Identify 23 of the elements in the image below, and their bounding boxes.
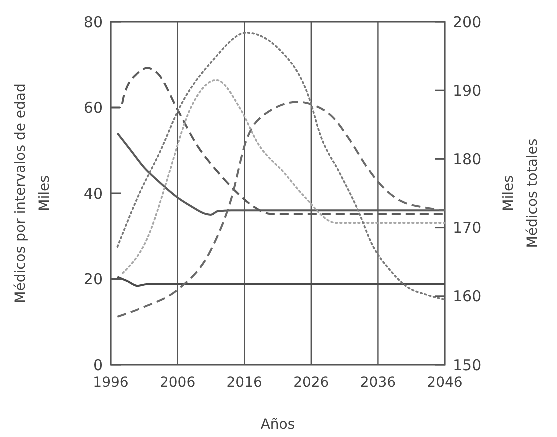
x-tick-label: 2026	[294, 375, 330, 391]
y-tick-label: 40	[84, 184, 103, 203]
y2-tick-label: 160	[453, 288, 482, 306]
line-series	[116, 32, 446, 301]
x-tick-label: 2006	[160, 375, 196, 391]
y2-tick-label: 150	[453, 356, 482, 374]
y2-tick-label: 190	[453, 82, 482, 100]
y2-tick-label: 200	[453, 13, 482, 32]
line-series	[122, 79, 446, 274]
x-tick-label: 2036	[360, 375, 396, 391]
x-tick-label: 1996	[93, 375, 129, 391]
y-tick-label: 60	[84, 99, 103, 117]
y2-tick-label: 170	[453, 219, 482, 238]
x-tick-label: 2016	[226, 375, 262, 391]
y2-axis-title: Miles Médicos totales	[501, 138, 541, 248]
y-tick-label: 0	[93, 356, 103, 374]
y-tick-label: 80	[84, 13, 103, 32]
line-series	[116, 101, 446, 318]
y-tick-label: 20	[84, 270, 103, 288]
x-axis-title: Años	[260, 417, 296, 433]
x-tick-label: 2046	[427, 375, 463, 391]
y-axis-title: Médicos por intervalos de edad Miles	[13, 84, 53, 304]
y2-tick-label: 180	[453, 150, 482, 168]
